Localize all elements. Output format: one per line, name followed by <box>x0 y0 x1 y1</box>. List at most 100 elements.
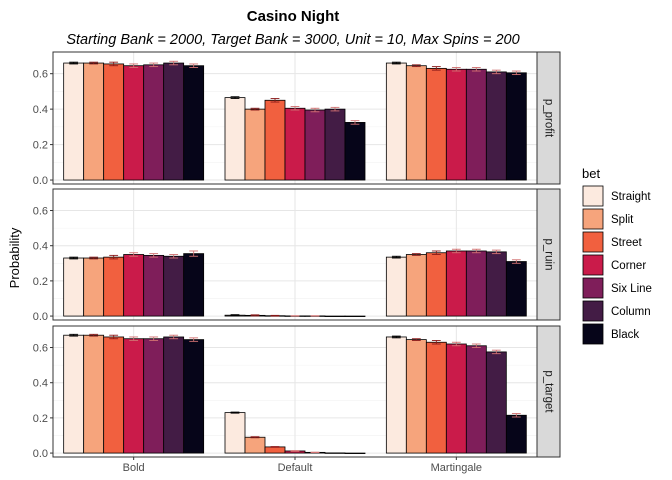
bar-p_profit-column-default <box>324 108 346 181</box>
bar-p_ruin-black-default <box>344 315 366 317</box>
y-tick-label: 0.4 <box>33 104 48 116</box>
legend-label: Corner <box>611 260 646 272</box>
bar-p_target-straight-martingale <box>385 336 407 454</box>
bar-p_profit-straight-default <box>224 97 246 181</box>
y-tick-label: 0.6 <box>33 206 48 218</box>
legend-label: Six Line <box>611 283 652 295</box>
bar-p_target-corner-martingale <box>445 343 467 454</box>
y-tick-label: 0.0 <box>33 175 48 187</box>
bars <box>63 250 527 317</box>
bar-p_ruin-black-martingale <box>505 261 527 317</box>
bar-p_profit-corner-bold <box>123 65 145 181</box>
bar-p_target-split-bold <box>83 334 105 454</box>
bar-p_ruin-street-martingale <box>425 252 447 317</box>
legend-key-split <box>582 208 604 230</box>
bar-p_target-column-bold <box>163 336 185 454</box>
facet-strip-label: p_target <box>543 370 555 413</box>
bar-p_profit-black-martingale <box>505 72 527 181</box>
y-tick-label: 0.4 <box>33 241 48 253</box>
y-tick-label: 0.0 <box>33 311 48 323</box>
bar-p_profit-split-martingale <box>405 65 427 181</box>
bar-p_target-black-default <box>344 452 366 454</box>
bar-p_target-six-line-martingale <box>465 345 487 454</box>
bar-p_profit-straight-martingale <box>385 62 407 181</box>
y-axis-label: Probability <box>7 227 22 288</box>
y-axis: 0.0 0.2 0.4 0.6 <box>33 343 53 460</box>
bar-p_ruin-six-line-bold <box>143 254 165 317</box>
bar-p_target-split-default <box>244 436 266 454</box>
bar-p_target-corner-bold <box>123 338 145 454</box>
bar-p_target-straight-default <box>224 412 246 454</box>
y-tick-label: 0.6 <box>33 69 48 81</box>
y-tick-label: 0.6 <box>33 343 48 355</box>
chart-title: Casino Night <box>247 8 340 25</box>
facet-strip-label: p_profit <box>543 99 555 138</box>
bar-p_ruin-column-bold <box>163 255 185 317</box>
bar-p_profit-black-bold <box>183 65 205 181</box>
bar-p_ruin-street-bold <box>103 256 125 317</box>
bar-p_ruin-column-martingale <box>485 251 507 317</box>
y-tick-label: 0.2 <box>33 140 48 152</box>
bar-p_target-straight-bold <box>63 334 85 454</box>
facet-strip <box>536 325 561 458</box>
y-tick-label: 0.2 <box>33 276 48 288</box>
bar-p_target-black-bold <box>183 339 205 454</box>
bar-p_profit-six-line-martingale <box>465 68 487 181</box>
bar-p_profit-split-default <box>244 108 266 181</box>
facet-strip <box>536 51 561 185</box>
legend-label: Street <box>611 237 642 249</box>
legend-key-straight <box>582 185 604 207</box>
bar-p_target-column-default <box>324 452 346 454</box>
facet-panel-p_ruin: 0.0 0.2 0.4 0.6 p_ruin <box>33 188 561 323</box>
bar-p_target-black-martingale <box>505 414 527 454</box>
error-bars <box>69 60 521 125</box>
facet-panels: 0.00.20.40.6p_profit0.00.20.40.6p_ruin0.… <box>33 51 561 474</box>
legend-label: Split <box>611 214 634 226</box>
y-tick-label: 0.4 <box>33 378 48 390</box>
bar-p_ruin-split-bold <box>83 257 105 317</box>
y-tick-label: 0.2 <box>33 413 48 425</box>
bar-p_profit-column-martingale <box>485 71 507 181</box>
legend-key-black <box>582 323 604 345</box>
y-tick-label: 0.0 <box>33 448 48 460</box>
bar-p_profit-street-default <box>264 99 286 181</box>
error-bars <box>69 333 521 453</box>
bar-p_target-split-martingale <box>405 339 427 454</box>
bar-p_profit-straight-bold <box>63 62 85 181</box>
bar-p_profit-black-default <box>344 122 366 181</box>
bar-p_ruin-straight-bold <box>63 257 85 317</box>
bar-p_profit-corner-martingale <box>445 68 467 181</box>
bars <box>63 62 527 181</box>
bar-p_ruin-corner-martingale <box>445 250 467 317</box>
legend-label: Black <box>611 329 639 341</box>
legend-key-six-line <box>582 277 604 299</box>
facet-strip-label: p_ruin <box>543 239 555 271</box>
chart-subtitle: Starting Bank = 2000, Target Bank = 3000… <box>66 32 519 48</box>
bar-p_profit-street-bold <box>103 63 125 181</box>
bar-p_profit-corner-default <box>284 107 306 181</box>
legend-key-column <box>582 300 604 322</box>
legend-label: Straight <box>611 191 651 203</box>
bar-p_target-street-bold <box>103 336 125 454</box>
bar-p_target-column-martingale <box>485 351 507 454</box>
x-tick-label: Default <box>278 462 313 474</box>
bar-p_profit-six-line-default <box>304 109 326 181</box>
x-tick-label: Martingale <box>431 462 482 474</box>
x-axis: Bold Default Martingale <box>123 457 482 474</box>
legend-key-street <box>582 231 604 253</box>
bar-p_ruin-column-default <box>324 315 346 317</box>
bar-p_profit-six-line-bold <box>143 64 165 181</box>
bar-p_ruin-corner-bold <box>123 254 145 317</box>
facet-panel-p_target: 0.0 0.2 0.4 0.6 p_target <box>33 325 561 460</box>
bar-p_ruin-straight-martingale <box>385 256 407 317</box>
bar-p_target-six-line-bold <box>143 338 165 454</box>
facet-strip <box>536 188 561 321</box>
bar-p_profit-split-bold <box>83 62 105 181</box>
bar-p_profit-column-bold <box>163 62 185 181</box>
x-tick-label: Bold <box>123 462 145 474</box>
bars <box>63 334 527 454</box>
error-bars <box>69 248 521 317</box>
bar-p_target-street-default <box>264 446 286 454</box>
legend-key-corner <box>582 254 604 276</box>
